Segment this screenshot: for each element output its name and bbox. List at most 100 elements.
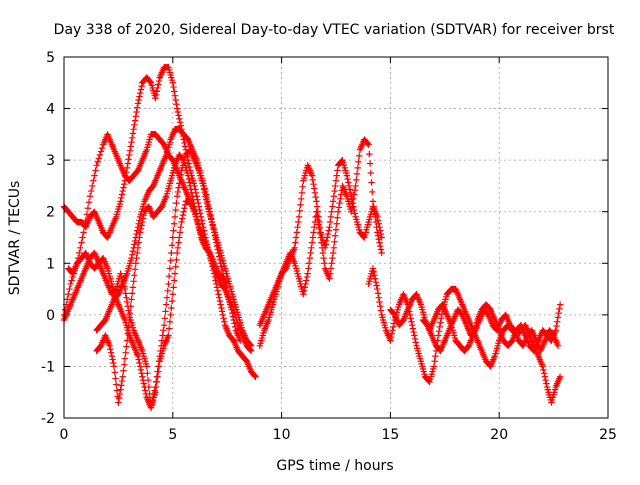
- y-tick-label: 0: [46, 308, 55, 324]
- data-point: [155, 77, 163, 85]
- x-tick-label: 0: [60, 427, 69, 443]
- data-point: [387, 337, 394, 344]
- data-point: [212, 236, 219, 243]
- data-point: [374, 232, 382, 239]
- data-point: [229, 313, 237, 320]
- data-point: [330, 244, 338, 252]
- data-point: [122, 349, 129, 356]
- data-point: [134, 352, 142, 360]
- data-point: [116, 390, 124, 398]
- data-point: [119, 187, 126, 195]
- data-point: [134, 244, 142, 252]
- data-point: [335, 204, 343, 211]
- data-point: [352, 182, 359, 190]
- data-point: [237, 337, 244, 344]
- data-point: [131, 117, 139, 124]
- data-point: [181, 143, 189, 150]
- data-point: [231, 320, 238, 327]
- data-point: [364, 140, 372, 148]
- data-point: [170, 83, 177, 91]
- data-point: [213, 239, 220, 246]
- data-point: [134, 104, 141, 111]
- data-point: [436, 323, 443, 331]
- data-point: [217, 260, 224, 267]
- data-point: [175, 112, 182, 119]
- data-point: [329, 254, 336, 262]
- data-point: [316, 225, 323, 233]
- data-point: [126, 147, 134, 154]
- data-point: [307, 249, 314, 257]
- data-point: [317, 234, 324, 241]
- data-point: [553, 322, 560, 330]
- data-point: [410, 328, 417, 336]
- data-point: [80, 229, 87, 236]
- data-point: [213, 284, 221, 291]
- data-point: [129, 130, 137, 137]
- data-point: [136, 363, 144, 370]
- data-point: [310, 181, 317, 188]
- data-point: [121, 285, 129, 293]
- data-point: [77, 244, 84, 252]
- y-tick-label: 5: [46, 50, 55, 66]
- data-point: [173, 101, 180, 108]
- data-point: [302, 280, 309, 288]
- data-point: [332, 226, 340, 233]
- data-point: [155, 368, 162, 375]
- data-point: [176, 229, 184, 236]
- data-point: [311, 189, 319, 197]
- data-point: [321, 260, 328, 267]
- data-point: [133, 254, 140, 262]
- data-point: [214, 287, 221, 294]
- data-point: [333, 220, 340, 227]
- data-point: [329, 203, 336, 210]
- data-point: [173, 249, 181, 257]
- data-point: [345, 182, 353, 190]
- data-point: [326, 270, 334, 277]
- data-point: [208, 215, 215, 222]
- data-point: [308, 239, 316, 246]
- data-point: [136, 234, 143, 241]
- data-point: [179, 211, 187, 219]
- series-sat-track-8: [256, 136, 385, 349]
- data-point: [313, 212, 321, 220]
- data-point: [176, 180, 183, 187]
- data-point: [85, 199, 93, 206]
- data-point: [310, 229, 317, 236]
- data-point: [128, 290, 136, 297]
- data-point: [319, 249, 327, 257]
- data-point: [375, 294, 382, 301]
- data-point: [132, 113, 140, 120]
- data-point: [540, 366, 547, 374]
- data-point: [216, 297, 224, 305]
- data-point: [251, 372, 258, 380]
- data-point: [218, 308, 226, 315]
- data-point: [130, 126, 137, 133]
- data-point: [89, 182, 96, 190]
- data-point: [409, 325, 417, 332]
- data-point: [65, 291, 72, 298]
- data-point: [76, 249, 83, 257]
- data-point: [336, 199, 343, 207]
- data-point: [165, 325, 173, 332]
- data-point: [430, 363, 438, 370]
- data-point: [139, 215, 147, 222]
- data-point: [332, 177, 340, 184]
- data-point: [202, 187, 209, 195]
- data-point: [97, 148, 105, 155]
- data-point: [121, 181, 128, 188]
- data-point: [350, 195, 357, 203]
- data-point: [177, 223, 184, 231]
- data-point: [554, 342, 562, 349]
- data-point: [374, 285, 381, 293]
- data-point: [220, 315, 227, 322]
- data-point: [154, 373, 161, 380]
- data-point: [179, 156, 187, 163]
- data-point: [374, 290, 382, 297]
- data-point: [138, 370, 145, 377]
- data-point: [173, 193, 181, 200]
- data-point: [172, 96, 179, 104]
- data-point: [411, 332, 418, 339]
- data-point: [213, 242, 221, 250]
- data-point: [554, 318, 561, 325]
